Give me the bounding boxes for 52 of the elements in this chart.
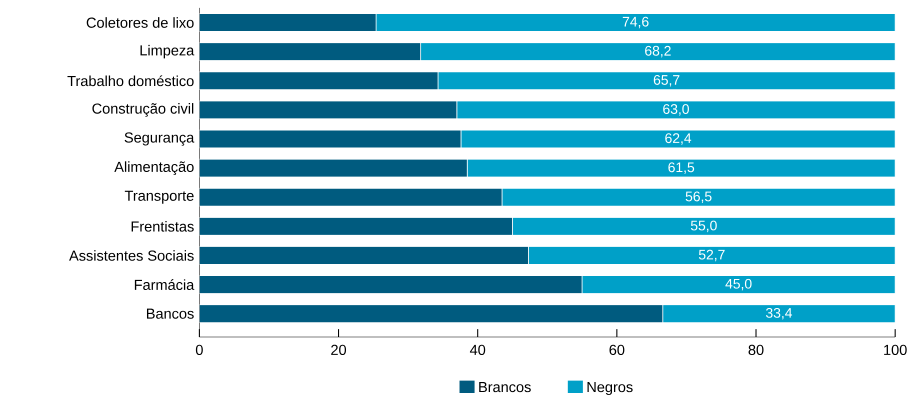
data-label: 68,2	[645, 46, 671, 58]
bar	[199, 275, 582, 294]
y-tick-label: Limpeza	[140, 44, 194, 58]
data-label: 63,0	[663, 104, 689, 116]
y-tick-label: Segurança	[124, 132, 194, 146]
y-tick-label: Frentistas	[132, 220, 194, 232]
y-tick-label: Farmácia	[134, 278, 194, 290]
bar	[460, 129, 896, 148]
x-tick-label: 20	[331, 344, 346, 355]
x-tick-label: 100	[884, 344, 907, 355]
y-tick-label: Assistentes Sociais	[69, 250, 194, 261]
bar	[199, 216, 513, 236]
data-label: 33,4	[766, 308, 792, 320]
bar	[199, 100, 458, 119]
data-label: 52,7	[698, 250, 725, 262]
bar	[420, 42, 896, 61]
y-tick-label: Construção civil	[92, 102, 194, 116]
x-tick-label: 80	[748, 344, 764, 355]
bar	[199, 12, 377, 32]
x-tick-label: 60	[610, 344, 624, 355]
data-label: 62,4	[665, 133, 692, 145]
bar	[456, 100, 896, 119]
legend-label: Brancos	[479, 382, 531, 392]
data-label: 55,0	[690, 220, 717, 232]
y-tick-label: Coletores de lixo	[86, 16, 194, 28]
bar	[199, 42, 422, 61]
bar	[502, 188, 896, 206]
legend-label: Negros	[588, 382, 633, 395]
y-tick-label: Bancos	[146, 308, 194, 319]
bar	[199, 158, 468, 178]
data-label: 65,7	[654, 74, 680, 86]
bar	[662, 304, 896, 323]
bar	[199, 304, 664, 323]
y-tick-label: Alimentação	[114, 161, 194, 175]
bar	[528, 246, 896, 265]
bar	[199, 188, 502, 206]
x-tick-label: 40	[470, 344, 486, 355]
y-tick-label: Transporte	[124, 190, 194, 204]
bar	[199, 246, 529, 265]
data-label: 74,6	[622, 16, 649, 28]
bar	[376, 12, 896, 32]
bar	[438, 71, 896, 90]
data-label: 45,0	[725, 278, 752, 290]
y-tick-label: Trabalho doméstico	[67, 75, 194, 86]
bar	[466, 158, 896, 178]
bar	[199, 129, 462, 148]
bar	[582, 275, 896, 294]
x-tick-label: 0	[196, 344, 203, 355]
bar	[199, 71, 438, 90]
data-label: 61,5	[668, 162, 694, 174]
bar	[512, 216, 896, 236]
data-label: 56,5	[686, 191, 712, 203]
